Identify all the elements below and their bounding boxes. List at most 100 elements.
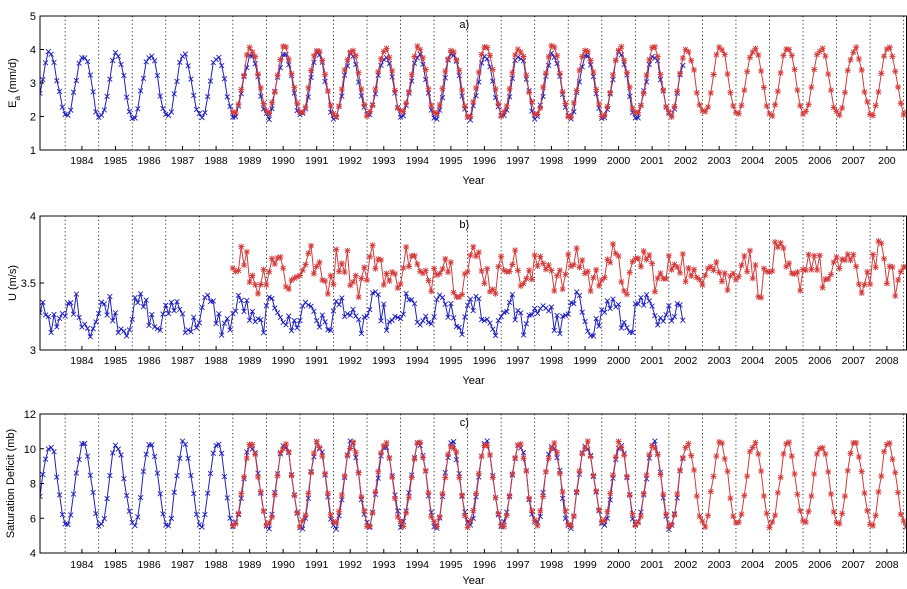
data-point [727,89,734,96]
data-point [411,53,418,60]
data-point [654,53,661,60]
data-point [489,474,496,481]
data-point [495,317,502,324]
series-blue [40,438,686,533]
data-point [651,445,658,452]
data-point [204,490,211,496]
data-point [607,490,614,497]
data-point [204,292,211,298]
data-point [417,439,424,446]
data-point [291,84,298,91]
x-tick-label: 2000 [607,355,631,367]
series-red [229,238,907,301]
data-point [361,264,368,271]
x-tick-label: 2004 [741,155,765,167]
data-point [721,51,728,58]
data-point [562,507,569,514]
data-point [249,308,256,315]
data-point [674,490,681,497]
data-point [590,69,597,76]
data-point [685,48,692,55]
data-point [419,54,426,61]
data-point [506,299,513,306]
data-point [327,102,334,109]
data-point [576,468,583,475]
data-point [112,49,119,56]
data-point [51,448,57,455]
data-point [551,44,558,51]
data-point [534,263,541,270]
data-point [836,265,843,272]
data-point [542,70,549,77]
data-point [825,276,832,283]
data-point [557,330,563,337]
data-point [749,49,756,56]
data-point [520,455,527,462]
data-point [679,454,686,461]
data-point [73,470,80,476]
data-point [609,71,616,78]
data-point [668,113,675,120]
data-point [364,277,371,284]
data-point [652,438,658,444]
data-point [333,526,339,532]
data-point [609,241,616,248]
data-point [883,280,890,287]
data-point [635,115,641,121]
data-point [554,312,560,319]
data-point [238,297,244,304]
data-point [310,52,317,59]
data-point [65,521,71,528]
data-point [338,260,345,267]
data-point [646,451,653,458]
data-point [769,113,776,120]
data-point [467,113,474,120]
data-point [177,455,183,461]
data-point [366,523,373,530]
data-point [514,442,521,449]
y-tick-label: 8 [30,479,36,491]
data-point [40,76,46,83]
data-point [456,324,462,331]
x-tick-label: 1997 [506,559,530,571]
data-point [221,76,228,82]
data-point [774,489,781,496]
data-point [825,468,832,475]
data-point [738,511,745,518]
data-point [263,281,270,288]
data-point [109,450,116,456]
data-point [274,310,281,316]
data-point [794,491,801,498]
data-point [881,448,888,455]
data-point [685,440,692,447]
data-point [797,507,804,514]
data-point [486,52,493,59]
data-point [414,261,421,268]
data-point [593,488,600,495]
data-point [864,268,871,275]
x-tick-label: 1993 [372,155,396,167]
data-point [587,453,594,460]
data-point [783,263,790,270]
data-point [637,263,644,270]
data-point [730,513,737,520]
axes-box [39,413,907,554]
data-point [260,507,267,514]
data-point [693,493,700,500]
data-point [710,71,717,78]
data-point [165,310,172,317]
data-point [814,450,821,457]
data-point [545,308,552,314]
x-tick-label: 2007 [842,559,866,571]
data-point [484,438,490,444]
data-point [456,67,463,74]
data-point [652,312,658,319]
data-point [207,470,214,477]
data-point [475,470,482,477]
data-point [450,445,457,452]
data-point [593,86,600,93]
data-point [635,301,641,307]
data-point [313,263,320,270]
data-point [680,317,686,323]
data-point [741,87,748,94]
